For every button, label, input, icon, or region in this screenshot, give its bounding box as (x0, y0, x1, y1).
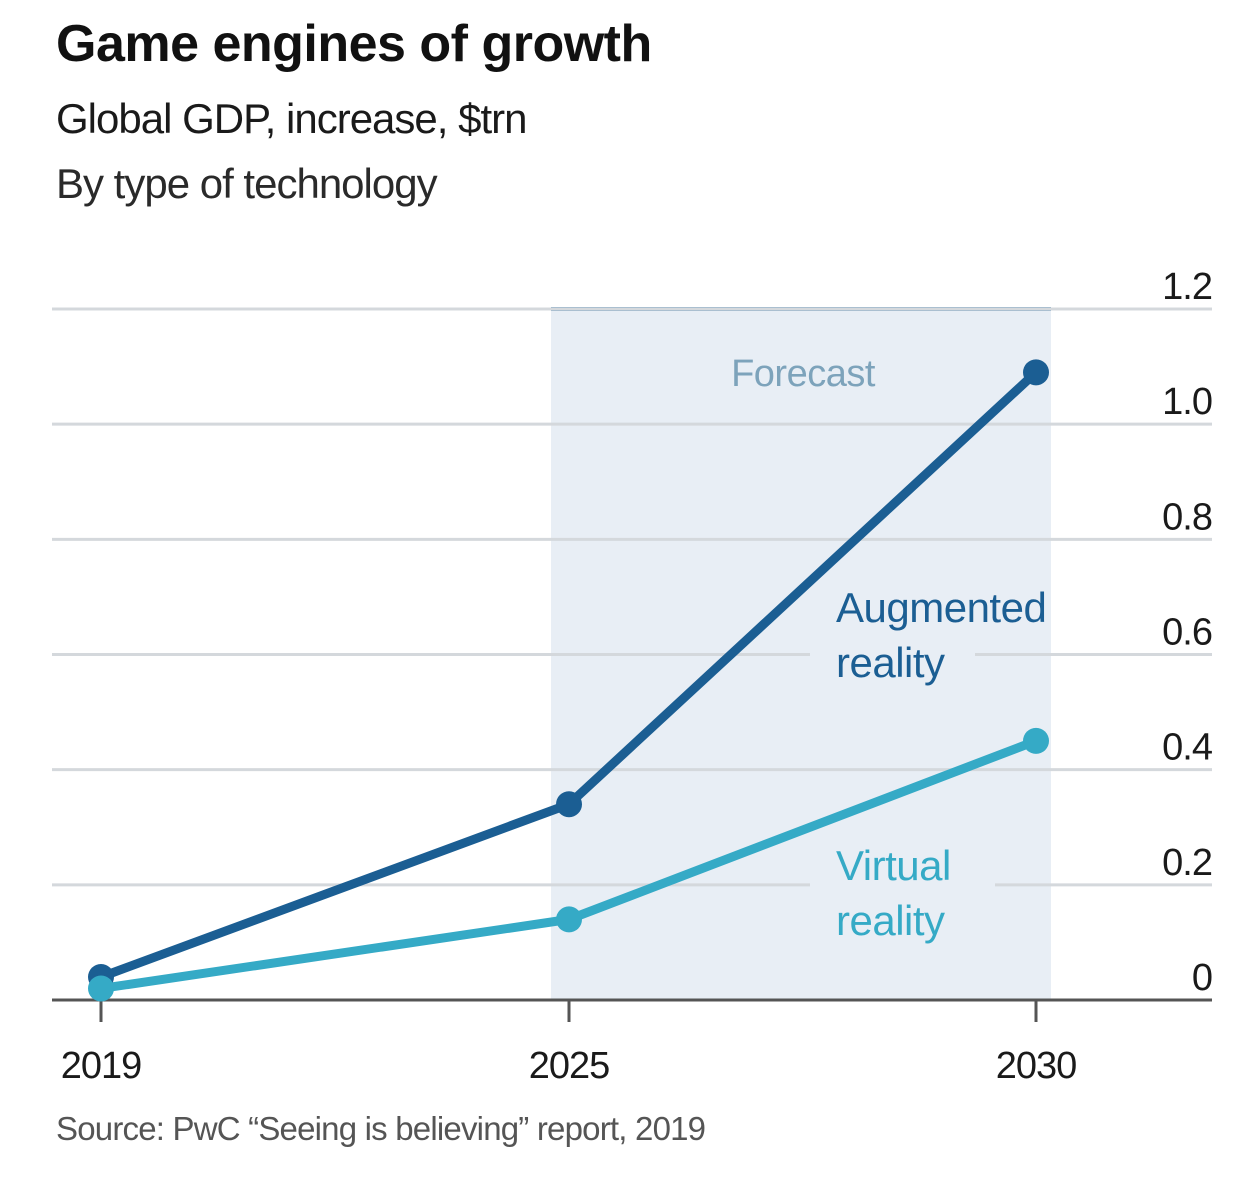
chart-subsubtitle: By type of technology (56, 160, 438, 207)
source-note: Source: PwC “Seeing is believing” report… (56, 1110, 706, 1147)
chart-subtitle: Global GDP, increase, $trn (56, 95, 527, 142)
y-tick-label: 1.2 (1162, 266, 1212, 308)
label-mask-augmented (810, 640, 975, 670)
y-tick-label: 0.6 (1162, 612, 1212, 654)
label-mask-virtual (810, 872, 995, 902)
data-point-virtual-reality (556, 906, 582, 933)
gridlines-group: 0 0.2 0.4 0.6 0.8 1.0 1.2 (52, 266, 1214, 999)
x-tick-label: 2025 (529, 1045, 610, 1087)
series-label-virtual-reality: reality (836, 897, 945, 944)
forecast-label: Forecast (731, 353, 876, 395)
series-label-augmented-reality: reality (836, 639, 945, 686)
x-tick-label: 2019 (61, 1045, 142, 1087)
y-tick-label: 0.2 (1162, 842, 1212, 884)
data-point-augmented-reality (1023, 359, 1049, 386)
series-label-virtual-reality: Virtual (836, 842, 951, 889)
y-tick-label: 0.4 (1162, 727, 1213, 769)
data-point-virtual-reality (1023, 727, 1049, 754)
chart-title: Game engines of growth (56, 15, 652, 73)
series-label-augmented-reality: Augmented (836, 584, 1046, 631)
label-masks-group (810, 640, 995, 902)
series-group (88, 359, 1049, 1002)
y-tick-label: 0.8 (1162, 496, 1212, 538)
data-point-augmented-reality (556, 791, 582, 818)
data-point-virtual-reality (88, 975, 114, 1002)
y-tick-label: 1.0 (1162, 381, 1212, 423)
y-tick-label: 0 (1192, 957, 1212, 999)
x-axis-group: 2019 2025 2030 (52, 998, 1212, 1087)
x-tick-label: 2030 (996, 1045, 1077, 1087)
labels-group: Forecast Augmented reality Virtual reality (731, 353, 1047, 944)
